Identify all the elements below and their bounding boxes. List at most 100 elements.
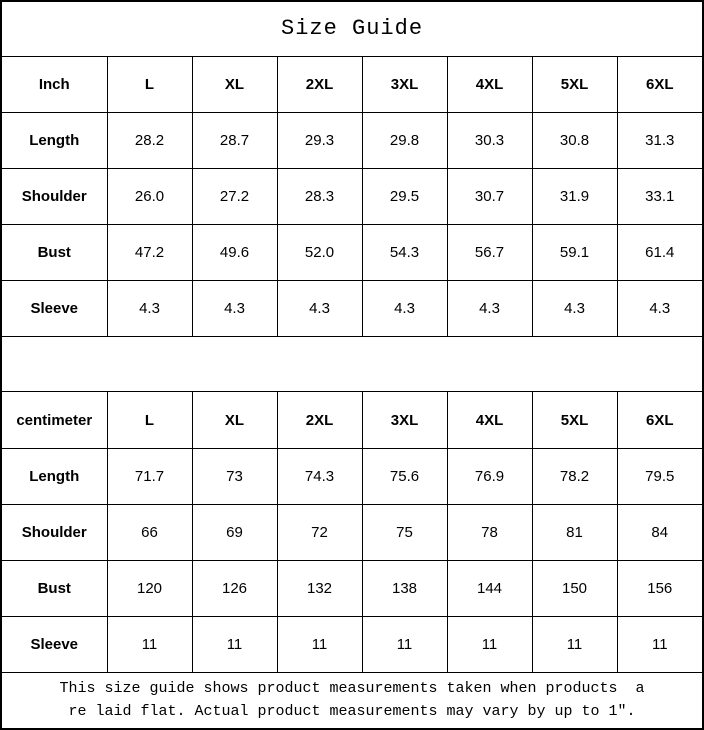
size-header: 4XL bbox=[446, 55, 533, 113]
row-label: Shoulder bbox=[0, 503, 108, 561]
footer-row: This size guide shows product measuremen… bbox=[0, 672, 704, 730]
measurement-cell: 31.3 bbox=[616, 111, 704, 169]
measurement-cell: 74.3 bbox=[276, 447, 363, 505]
measurement-cell: 138 bbox=[361, 559, 448, 618]
measurement-cell: 4.3 bbox=[191, 280, 278, 338]
measurement-cell: 28.7 bbox=[191, 111, 278, 169]
row-label: Bust bbox=[0, 559, 108, 618]
measurement-cell: 84 bbox=[616, 503, 704, 561]
measurement-cell: 69 bbox=[191, 503, 278, 561]
size-header: 6XL bbox=[616, 391, 704, 449]
measurement-cell: 4.3 bbox=[531, 280, 618, 338]
measurement-cell: 71.7 bbox=[106, 447, 193, 505]
size-header: L bbox=[106, 55, 193, 113]
measurement-cell: 11 bbox=[361, 616, 448, 674]
measurement-cell: 78.2 bbox=[531, 447, 618, 505]
measurement-cell: 11 bbox=[616, 616, 704, 674]
measurement-cell: 132 bbox=[276, 559, 363, 618]
measurement-cell: 120 bbox=[106, 559, 193, 618]
row-label: Length bbox=[0, 111, 108, 169]
measurement-cell: 28.2 bbox=[106, 111, 193, 169]
measurement-cell: 26.0 bbox=[106, 167, 193, 226]
table-row: Length 71.7 73 74.3 75.6 76.9 78.2 79.5 bbox=[0, 447, 704, 505]
measurement-cell: 52.0 bbox=[276, 224, 363, 282]
size-header: XL bbox=[191, 55, 278, 113]
measurement-cell: 150 bbox=[531, 559, 618, 618]
spacer-cell bbox=[0, 336, 704, 393]
row-label: Sleeve bbox=[0, 280, 108, 338]
footer-note-line1: This size guide shows product measuremen… bbox=[59, 680, 645, 698]
measurement-cell: 47.2 bbox=[106, 224, 193, 282]
measurement-cell: 61.4 bbox=[616, 224, 704, 282]
measurement-cell: 11 bbox=[531, 616, 618, 674]
size-header: 5XL bbox=[531, 391, 618, 449]
table-row: Sleeve 11 11 11 11 11 11 11 bbox=[0, 616, 704, 674]
measurement-cell: 30.8 bbox=[531, 111, 618, 169]
measurement-cell: 30.3 bbox=[446, 111, 533, 169]
spacer-row bbox=[0, 336, 704, 393]
measurement-cell: 72 bbox=[276, 503, 363, 561]
unit-header-centimeter: centimeter bbox=[0, 391, 108, 449]
measurement-cell: 4.3 bbox=[446, 280, 533, 338]
measurement-cell: 11 bbox=[191, 616, 278, 674]
measurement-cell: 4.3 bbox=[276, 280, 363, 338]
inch-header-row: Inch L XL 2XL 3XL 4XL 5XL 6XL bbox=[0, 55, 704, 113]
measurement-cell: 4.3 bbox=[106, 280, 193, 338]
measurement-cell: 78 bbox=[446, 503, 533, 561]
measurement-cell: 81 bbox=[531, 503, 618, 561]
table-row: Bust 47.2 49.6 52.0 54.3 56.7 59.1 61.4 bbox=[0, 224, 704, 282]
measurement-cell: 31.9 bbox=[531, 167, 618, 226]
table-row: Shoulder 26.0 27.2 28.3 29.5 30.7 31.9 3… bbox=[0, 167, 704, 226]
measurement-cell: 27.2 bbox=[191, 167, 278, 226]
measurement-cell: 59.1 bbox=[531, 224, 618, 282]
row-label: Sleeve bbox=[0, 616, 108, 674]
measurement-cell: 29.5 bbox=[361, 167, 448, 226]
measurement-cell: 76.9 bbox=[446, 447, 533, 505]
measurement-cell: 73 bbox=[191, 447, 278, 505]
size-header: L bbox=[106, 391, 193, 449]
measurement-cell: 79.5 bbox=[616, 447, 704, 505]
measurement-cell: 66 bbox=[106, 503, 193, 561]
measurement-cell: 29.3 bbox=[276, 111, 363, 169]
measurement-cell: 28.3 bbox=[276, 167, 363, 226]
measurement-cell: 49.6 bbox=[191, 224, 278, 282]
measurement-cell: 54.3 bbox=[361, 224, 448, 282]
measurement-cell: 11 bbox=[106, 616, 193, 674]
row-label: Length bbox=[0, 447, 108, 505]
measurement-cell: 33.1 bbox=[616, 167, 704, 226]
table-row: Bust 120 126 132 138 144 150 156 bbox=[0, 559, 704, 618]
measurement-cell: 75.6 bbox=[361, 447, 448, 505]
footer-note-line2: re laid flat. Actual product measurement… bbox=[68, 702, 636, 720]
measurement-cell: 75 bbox=[361, 503, 448, 561]
size-header: 3XL bbox=[361, 55, 448, 113]
size-header: 4XL bbox=[446, 391, 533, 449]
page-title: Size Guide bbox=[0, 0, 704, 57]
size-header: 3XL bbox=[361, 391, 448, 449]
table-row: Length 28.2 28.7 29.3 29.8 30.3 30.8 31.… bbox=[0, 111, 704, 169]
measurement-cell: 30.7 bbox=[446, 167, 533, 226]
measurement-cell: 156 bbox=[616, 559, 704, 618]
size-header: 6XL bbox=[616, 55, 704, 113]
footer-note: This size guide shows product measuremen… bbox=[0, 672, 704, 730]
measurement-cell: 4.3 bbox=[361, 280, 448, 338]
table-row: Sleeve 4.3 4.3 4.3 4.3 4.3 4.3 4.3 bbox=[0, 280, 704, 338]
table-row: Shoulder 66 69 72 75 78 81 84 bbox=[0, 503, 704, 561]
measurement-cell: 56.7 bbox=[446, 224, 533, 282]
measurement-cell: 144 bbox=[446, 559, 533, 618]
measurement-cell: 29.8 bbox=[361, 111, 448, 169]
title-row: Size Guide bbox=[0, 0, 704, 57]
unit-header-inch: Inch bbox=[0, 55, 108, 113]
size-header: 5XL bbox=[531, 55, 618, 113]
measurement-cell: 4.3 bbox=[616, 280, 704, 338]
measurement-cell: 11 bbox=[276, 616, 363, 674]
size-header: 2XL bbox=[276, 55, 363, 113]
cm-header-row: centimeter L XL 2XL 3XL 4XL 5XL 6XL bbox=[0, 391, 704, 449]
row-label: Bust bbox=[0, 224, 108, 282]
size-header: 2XL bbox=[276, 391, 363, 449]
row-label: Shoulder bbox=[0, 167, 108, 226]
measurement-cell: 11 bbox=[446, 616, 533, 674]
measurement-cell: 126 bbox=[191, 559, 278, 618]
size-header: XL bbox=[191, 391, 278, 449]
